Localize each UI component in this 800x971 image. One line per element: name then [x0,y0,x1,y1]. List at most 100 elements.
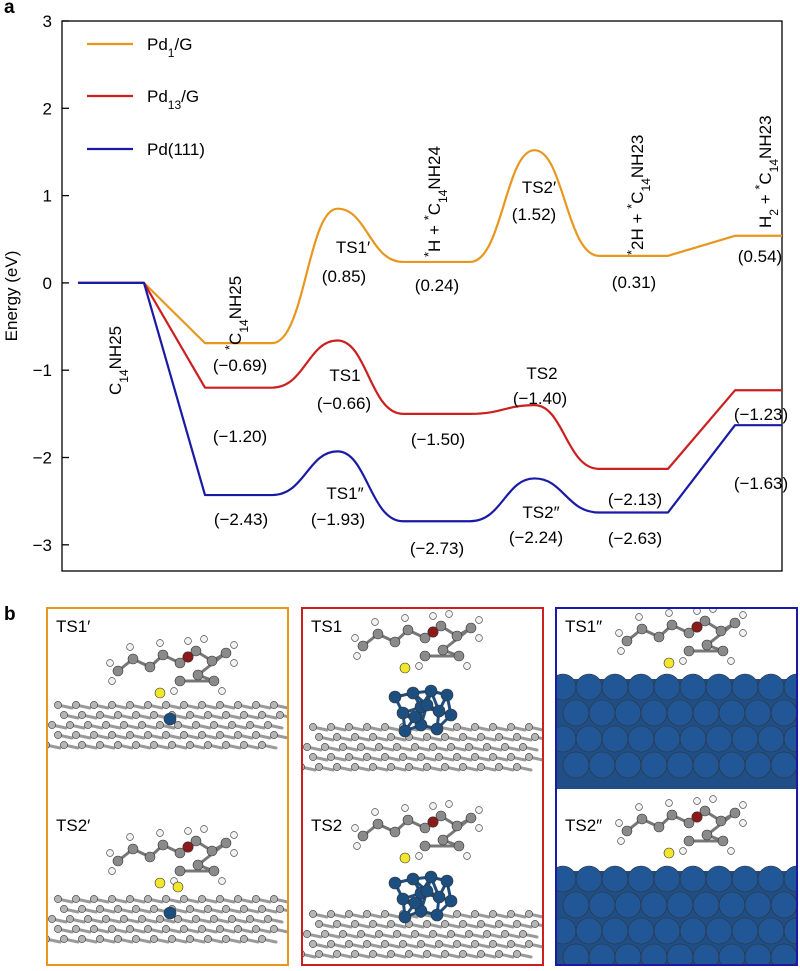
carbon-atom [222,935,230,943]
hydrogen-atom [230,831,238,839]
pd-surface-atom [731,725,759,753]
hydrogen-atom [475,806,483,814]
carbon-atom [339,930,347,938]
carbon-atom [144,895,152,903]
carbon-atom [666,809,678,821]
pd-atom [440,688,454,702]
label-ts1: TS1 [311,617,343,636]
carbon-atom [715,625,727,637]
hydrogen-atom [106,849,114,857]
carbon-atom [144,731,152,739]
hydrogen-atom [709,795,717,803]
pd-atom [388,690,402,704]
hydrogen-atom [727,657,735,665]
carbon-atom [270,925,278,933]
carbon-atom [162,925,170,933]
hydrogen-atom [739,611,747,619]
value-label-pd13: (−1.23) [734,405,788,424]
carbon-atom [683,627,695,639]
carbon-atom [501,930,509,938]
carbon-atom [387,920,395,928]
carbon-atom [507,753,515,761]
carbon-atom [186,741,194,749]
value-label-pd1: (0.54) [738,247,782,266]
carbon-atom [168,935,176,943]
carbon-atom [465,622,477,634]
carbon-atom [435,620,447,632]
carbon-atom [258,905,266,913]
carbon-atom [206,655,218,667]
species-label-after-ts2: *2H + *C14NH23 [624,135,654,255]
carbon-atom [351,733,359,741]
carbon-atom [417,753,425,761]
pd-atom [444,894,458,908]
label-ts2-prime: TS2′ [56,816,91,835]
carbon-atom [315,733,323,741]
hydrogen-atom [156,829,164,837]
carbon-atom [252,895,260,903]
carbon-atom [210,915,218,923]
carbon-atom [78,935,86,943]
hydrogen-atom [371,808,379,816]
carbon-atom [309,910,317,918]
pd-surface-atom [705,865,733,893]
carbon-atom [132,935,140,943]
carbon-atom [372,818,384,830]
carbon-atom [525,940,533,948]
hydrogen-atom [184,827,192,835]
carbon-atom [389,826,401,838]
nitrogen-atom [427,626,439,638]
carbon-atom [150,741,158,749]
species-label-initial: C14NH25 [106,326,131,395]
carbon-atom [453,910,461,918]
carbon-atom [437,834,449,846]
carbon-atom [717,835,729,847]
carbon-atom [471,723,479,731]
carbon-atom [204,905,212,913]
value-label-pd111: (−2.73) [410,539,464,558]
carbon-atom [495,920,503,928]
pd-atom [398,724,412,738]
value-label-pd13: (−2.13) [608,490,662,509]
hydrogen-atom [371,618,379,626]
carbon-atom [327,753,335,761]
carbon-atom [108,925,116,933]
carbon-atom [363,940,371,948]
series-line-pd1 [78,149,782,345]
carbon-atom [471,940,479,948]
carbon-atom [419,650,431,662]
ts-label-pd1: TS2′ [522,178,556,197]
carbon-atom [222,741,230,749]
carbon-atom [315,920,323,928]
carbon-atom [531,920,539,928]
hydrogen-atom [615,629,623,637]
carbon-atom [150,935,158,943]
carbon-atom [363,723,371,731]
pd-surface-atom [666,891,694,919]
carbon-atom [162,701,170,709]
carbon-atom [459,950,467,958]
carbon-atom [168,741,176,749]
hydrogen-atom [170,687,178,695]
hydrogen-atom [429,612,437,620]
carbon-atom [435,753,443,761]
carbon-atom [240,711,248,719]
carbon-atom [192,721,200,729]
carbon-atom [190,645,202,657]
carbon-atom [132,711,140,719]
carbon-atom [204,711,212,719]
carbon-atom [399,940,407,948]
carbon-atom [369,950,377,958]
carbon-atom [729,617,741,629]
structure-panel-pd111: TS1″ TS2″ [555,607,798,966]
hydrogen-atom [679,847,687,855]
hydrogen-atom [665,609,673,617]
pd-surface-atom [601,673,629,701]
hydrogen-atom [463,852,471,860]
carbon-atom [66,915,74,923]
species-label-after-ts1: *H + *C14NH24 [421,146,451,257]
carbon-atom [126,925,134,933]
carbon-atom [402,814,414,826]
carbon-atom [114,905,122,913]
carbon-atom [270,731,278,739]
